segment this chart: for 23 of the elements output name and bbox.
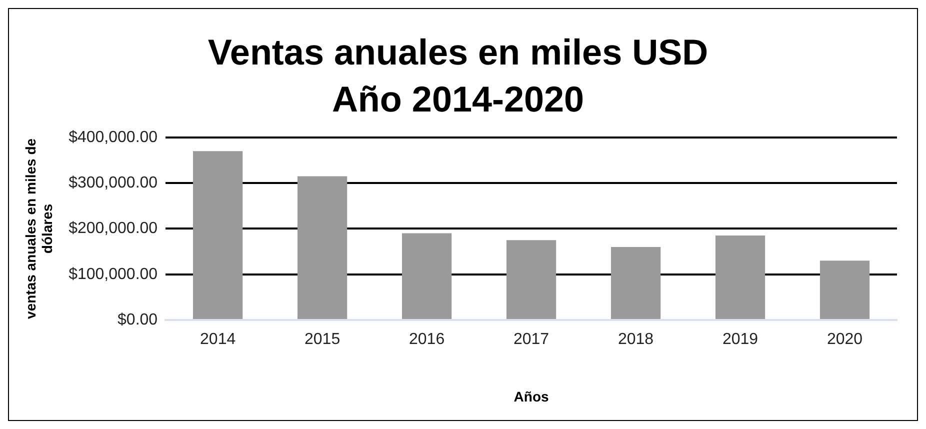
x-tick-label: 2020: [826, 331, 863, 348]
bar: [506, 240, 556, 319]
bar: [297, 176, 348, 319]
x-tick-label: 2017: [513, 331, 550, 348]
y-tick-label: $300,000.00: [68, 174, 158, 192]
bar: [193, 151, 243, 319]
x-axis-title: Años: [514, 388, 549, 404]
x-tick-label: 2014: [200, 331, 236, 348]
bar: [715, 236, 766, 319]
bar: [820, 260, 870, 319]
x-tick-label: 2018: [618, 331, 654, 348]
bar: [610, 246, 661, 319]
x-tick-label: 2016: [409, 331, 445, 348]
chart-subtitle: Año 2014-2020: [332, 78, 584, 120]
bar: [402, 233, 452, 319]
chart-title: Ventas anuales en miles USD: [208, 32, 708, 73]
x-tick-label: 2015: [304, 331, 340, 348]
x-tick-label: 2019: [722, 331, 758, 348]
y-tick-label: $0.00: [118, 311, 158, 328]
y-tick-label: $100,000.00: [68, 266, 158, 283]
y-tick-label: $200,000.00: [68, 220, 158, 238]
y-axis-title: ventas anuales en miles de dólares: [22, 138, 56, 319]
y-tick-label: $400,000.00: [68, 128, 158, 146]
